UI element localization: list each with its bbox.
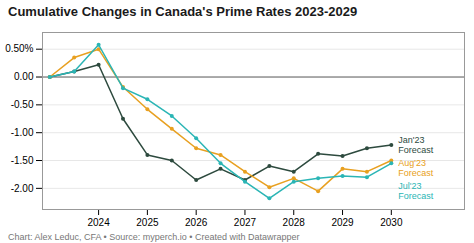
html-text:Chart: Alex Leduc, CFA • Sourc: Chart: Alex Leduc, CFA • Source: myperch… <box>8 232 300 242</box>
svg-text:-0.50: -0.50 <box>11 99 34 110</box>
svg-text:2029: 2029 <box>331 217 354 228</box>
svg-text:0.50%: 0.50% <box>5 43 33 54</box>
svg-text:2027: 2027 <box>234 217 257 228</box>
svg-text:Jul'23Forecast: Jul'23Forecast <box>398 181 434 201</box>
svg-text:2028: 2028 <box>283 217 306 228</box>
svg-text:2025: 2025 <box>136 217 159 228</box>
html-text:Cumulative Changes in Canada's: Cumulative Changes in Canada's Prime Rat… <box>8 4 358 19</box>
svg-text:Jan'23Forecast: Jan'23Forecast <box>398 135 434 155</box>
svg-text:Aug'23Forecast: Aug'23Forecast <box>398 158 434 178</box>
svg-text:2030: 2030 <box>380 217 403 228</box>
svg-text:2024: 2024 <box>87 217 110 228</box>
svg-text:-1.50: -1.50 <box>11 155 34 166</box>
svg-text:-2.00: -2.00 <box>11 183 34 194</box>
svg-text:2026: 2026 <box>185 217 208 228</box>
svg-text:0.00: 0.00 <box>14 71 34 82</box>
svg-text:-1.00: -1.00 <box>11 127 34 138</box>
